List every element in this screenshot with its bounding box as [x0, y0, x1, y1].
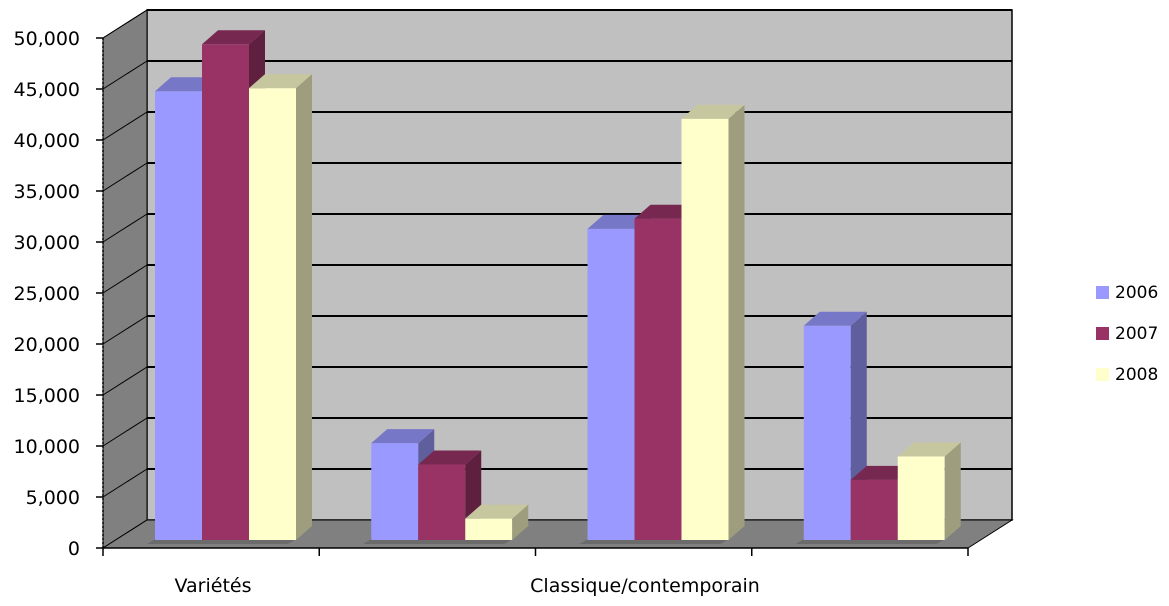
bar-front	[681, 118, 729, 541]
x-category-label: Classique/contemporain	[530, 575, 760, 597]
y-tick-label: 20,000	[14, 334, 80, 356]
y-tick-label: 10,000	[14, 436, 80, 458]
bar-front	[465, 518, 513, 540]
bar-front	[587, 228, 635, 540]
bars	[147, 30, 961, 544]
legend-label: 2008	[1115, 364, 1159, 385]
bar-top	[897, 442, 961, 457]
y-tick-label: 15,000	[14, 385, 80, 407]
y-tick-label: 30,000	[14, 232, 80, 254]
bar-front	[249, 88, 296, 540]
bar-top	[249, 74, 312, 89]
bar-front	[155, 91, 202, 540]
y-tick-label: 35,000	[14, 181, 80, 203]
bar-front	[634, 218, 682, 540]
legend-label: 2007	[1115, 323, 1159, 344]
x-axis: Variétés Classique/contemporain	[102, 547, 969, 597]
bar-top	[465, 504, 529, 519]
bar-top	[418, 450, 482, 465]
legend-label: 2006	[1115, 282, 1159, 303]
x-category-label: Variétés	[175, 575, 252, 597]
legend-swatch	[1096, 286, 1109, 299]
gridline-side	[102, 417, 148, 447]
legend: 2006 2007 2008	[1096, 272, 1158, 395]
y-tick-label: 40,000	[14, 130, 80, 152]
legend-item: 2006	[1096, 272, 1158, 313]
bar-top	[202, 30, 265, 45]
gridline-side	[102, 60, 148, 90]
gridline-side	[102, 111, 148, 141]
bar	[897, 442, 961, 540]
y-axis: 0 5,000 10,000 15,000 20,000 25,000 30,000 35,0…	[14, 28, 104, 560]
bar-top	[803, 311, 867, 326]
bar	[249, 74, 312, 540]
y-tick-label: 50,000	[14, 28, 80, 50]
y-tick-label: 45,000	[14, 79, 80, 101]
bar-front	[803, 325, 851, 540]
bar-side	[512, 504, 529, 540]
gridline-side	[102, 315, 148, 345]
bar-side	[728, 104, 745, 541]
bar-front	[371, 443, 419, 540]
legend-swatch	[1096, 327, 1109, 340]
y-tick-label: 5,000	[26, 487, 80, 509]
gridline-side	[102, 468, 148, 498]
legend-item: 2007	[1096, 313, 1158, 354]
bar-front	[850, 479, 898, 540]
legend-swatch	[1096, 368, 1109, 381]
gridline-side	[102, 213, 148, 243]
bar-front	[418, 464, 466, 540]
bar-front	[202, 44, 249, 540]
gridline-side	[102, 264, 148, 294]
y-tick-label: 25,000	[14, 283, 80, 305]
bar	[465, 504, 529, 540]
gridline-side	[102, 366, 148, 396]
gridline-side	[102, 162, 148, 192]
gridline-side	[102, 9, 148, 39]
legend-item: 2008	[1096, 354, 1158, 395]
bar-top	[371, 429, 435, 444]
bar-front	[897, 456, 945, 540]
bar-side	[296, 74, 312, 540]
y-tick-label: 0	[68, 538, 80, 560]
bar-top	[681, 104, 745, 119]
bar	[681, 104, 745, 541]
bar-side	[944, 442, 961, 540]
